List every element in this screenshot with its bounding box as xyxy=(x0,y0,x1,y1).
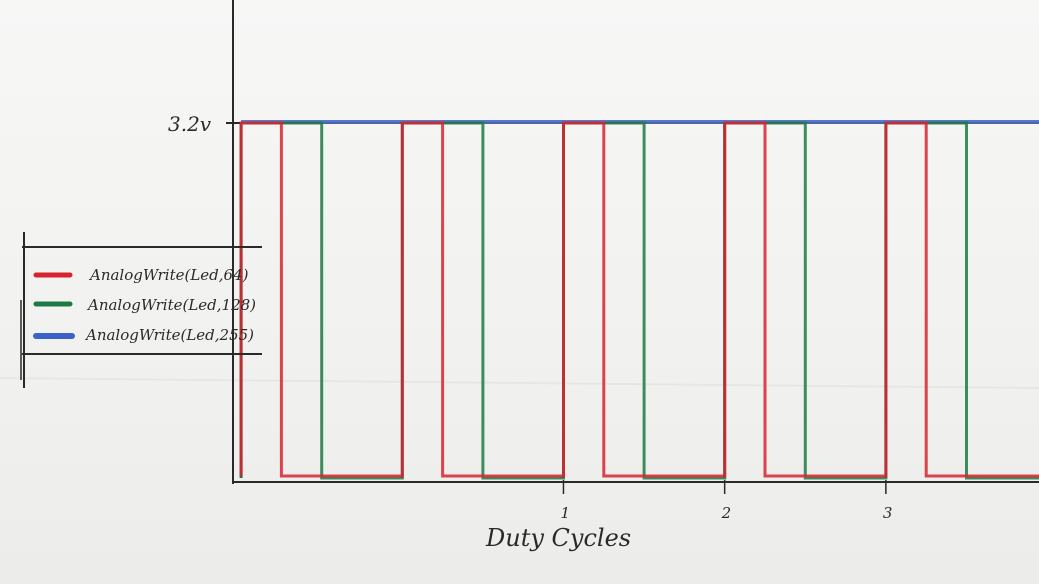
x-tick-label-1: 1 xyxy=(560,504,570,522)
legend-label-led64: AnalogWrite(Led,64) xyxy=(88,266,249,284)
series-0-waveform xyxy=(239,121,1039,478)
series-1-waveform xyxy=(239,121,1039,480)
series-1-line xyxy=(239,121,1039,480)
period-markers xyxy=(233,122,1039,478)
legend-label-led255: AnalogWrite(Led,255) xyxy=(84,326,254,344)
x-ticks: 1 2 3 xyxy=(560,480,892,522)
series-0-line xyxy=(239,121,1039,478)
x-tick-label-2: 2 xyxy=(721,504,732,522)
x-axis-label: Duty Cycles xyxy=(485,524,631,552)
waveforms xyxy=(233,120,1039,480)
x-tick-label-3: 3 xyxy=(883,504,893,522)
y-tick-label: 3.2v xyxy=(168,112,212,136)
legend: AnalogWrite(Led,64) AnalogWrite(Led,128)… xyxy=(20,232,262,388)
paper-crease xyxy=(0,377,1039,389)
legend-label-led128: AnalogWrite(Led,128) xyxy=(86,296,256,314)
